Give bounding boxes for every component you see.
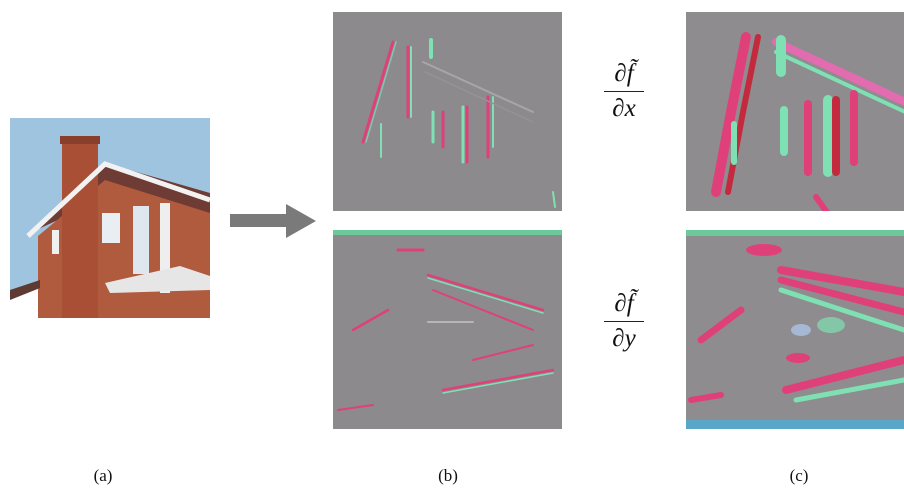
caption-a: (a) <box>93 466 113 485</box>
dfdy-numerator: ∂f̃ <box>614 290 634 317</box>
dfdx-denominator: ∂x <box>612 95 636 122</box>
gradient-x-image <box>333 12 562 211</box>
partial-derivative-x-label: ∂f̃ ∂x <box>604 60 644 123</box>
dfdx-numerator: ∂f̃ <box>614 60 634 87</box>
fraction-bar <box>604 320 644 322</box>
blurred-gradient-y-image <box>686 230 904 429</box>
caption-b: (b) <box>438 466 458 485</box>
blurred-gradient-x-image <box>686 12 904 211</box>
caption-c: (c) <box>789 466 809 485</box>
fraction-bar <box>604 90 644 92</box>
dfdy-denominator: ∂y <box>612 325 636 352</box>
right-arrow-icon <box>230 204 318 243</box>
house-image <box>10 118 210 318</box>
gradient-y-image <box>333 230 562 429</box>
partial-derivative-y-label: ∂f̃ ∂y <box>604 290 644 353</box>
